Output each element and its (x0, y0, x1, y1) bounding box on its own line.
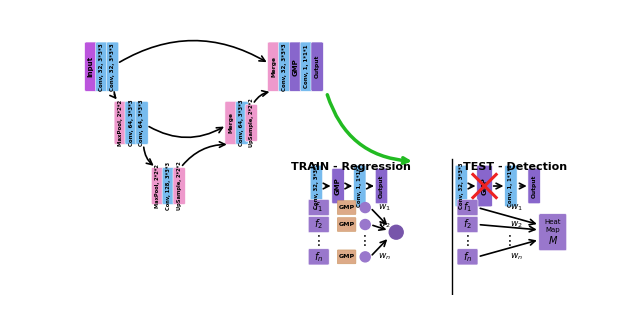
Circle shape (360, 203, 370, 213)
FancyBboxPatch shape (278, 42, 291, 91)
Circle shape (389, 225, 403, 239)
FancyBboxPatch shape (162, 167, 175, 205)
Text: Conv, 32, 3*3*3: Conv, 32, 3*3*3 (282, 43, 287, 91)
Text: TRAIN - Regression: TRAIN - Regression (291, 162, 411, 172)
FancyBboxPatch shape (151, 167, 164, 205)
FancyBboxPatch shape (337, 250, 356, 264)
FancyBboxPatch shape (528, 168, 540, 204)
Text: Conv, 1, 1*1*1: Conv, 1, 1*1*1 (508, 165, 513, 208)
Text: Input: Input (88, 56, 94, 77)
Text: TEST - Detection: TEST - Detection (463, 162, 568, 172)
Text: $M$: $M$ (548, 234, 558, 246)
FancyBboxPatch shape (332, 168, 344, 204)
Text: Conv, 64, 3*3*3: Conv, 64, 3*3*3 (239, 100, 244, 146)
Text: Conv, 128, 3*3*3: Conv, 128, 3*3*3 (166, 162, 171, 210)
Text: GMP: GMP (335, 177, 341, 195)
Text: GMP: GMP (339, 254, 355, 260)
FancyBboxPatch shape (353, 165, 366, 207)
FancyBboxPatch shape (311, 42, 323, 91)
FancyBboxPatch shape (114, 101, 127, 144)
Circle shape (360, 252, 370, 262)
Text: UpSample, 2*2*2: UpSample, 2*2*2 (177, 162, 182, 211)
Text: ⋮: ⋮ (358, 234, 372, 248)
FancyBboxPatch shape (505, 165, 517, 207)
FancyBboxPatch shape (337, 201, 356, 214)
Text: GMP: GMP (292, 58, 298, 75)
Text: MaxPool, 2*2*2: MaxPool, 2*2*2 (155, 164, 160, 208)
FancyBboxPatch shape (308, 200, 329, 216)
Text: $f_2$: $f_2$ (314, 217, 323, 231)
Text: $f_n$: $f_n$ (463, 250, 472, 264)
Text: Merge: Merge (271, 56, 276, 77)
FancyBboxPatch shape (300, 42, 312, 91)
FancyBboxPatch shape (125, 101, 138, 144)
Text: Conv, 1, 1*1*1: Conv, 1, 1*1*1 (357, 165, 362, 208)
Text: $f_n$: $f_n$ (314, 250, 323, 264)
Text: Output: Output (379, 174, 384, 198)
FancyBboxPatch shape (95, 42, 108, 91)
FancyBboxPatch shape (289, 42, 301, 91)
Text: $f_2$: $f_2$ (463, 217, 472, 231)
Text: GMP: GMP (481, 177, 488, 195)
Text: $w_2$: $w_2$ (378, 219, 390, 230)
Text: $w_2$: $w_2$ (510, 219, 523, 230)
FancyBboxPatch shape (136, 101, 148, 144)
Text: Conv, 32, 3*3*3: Conv, 32, 3*3*3 (99, 43, 104, 91)
FancyBboxPatch shape (173, 167, 186, 205)
Text: $w_n$: $w_n$ (378, 252, 390, 262)
Text: ⋮: ⋮ (312, 234, 326, 248)
FancyBboxPatch shape (310, 165, 323, 207)
FancyBboxPatch shape (225, 101, 237, 144)
Text: Conv, 32, 3*3*3: Conv, 32, 3*3*3 (110, 43, 115, 91)
Text: $w_1$: $w_1$ (510, 202, 523, 213)
FancyBboxPatch shape (268, 42, 280, 91)
Text: GMP: GMP (339, 222, 355, 227)
FancyBboxPatch shape (106, 42, 119, 91)
Text: Conv, 64, 3*3*3: Conv, 64, 3*3*3 (129, 100, 134, 146)
FancyBboxPatch shape (236, 101, 248, 144)
FancyBboxPatch shape (539, 214, 566, 251)
Text: MaxPool, 2*2*2: MaxPool, 2*2*2 (118, 100, 123, 146)
Text: UpSample, 2*2*2: UpSample, 2*2*2 (249, 99, 254, 147)
Text: Output: Output (532, 174, 537, 198)
FancyBboxPatch shape (457, 249, 478, 265)
Circle shape (360, 219, 370, 229)
Text: Conv, 1, 1*1*1: Conv, 1, 1*1*1 (304, 45, 309, 88)
FancyBboxPatch shape (477, 165, 492, 207)
Text: $w_n$: $w_n$ (510, 252, 523, 262)
Text: ⋮: ⋮ (461, 234, 474, 248)
FancyBboxPatch shape (84, 42, 97, 91)
Text: Heat
Map: Heat Map (545, 219, 561, 233)
FancyBboxPatch shape (375, 168, 388, 204)
Text: $w_1$: $w_1$ (378, 202, 390, 213)
Text: $f_1$: $f_1$ (463, 201, 472, 214)
FancyBboxPatch shape (245, 104, 257, 141)
Text: Merge: Merge (228, 113, 234, 133)
FancyBboxPatch shape (337, 217, 356, 231)
Text: Conv, 32, 3*3*3: Conv, 32, 3*3*3 (314, 163, 319, 209)
Text: Output: Output (315, 55, 319, 78)
Text: GMP: GMP (339, 205, 355, 210)
Text: $f_1$: $f_1$ (314, 201, 323, 214)
Text: Conv, 64, 3*3*3: Conv, 64, 3*3*3 (140, 100, 145, 146)
Text: ⋮: ⋮ (503, 234, 517, 248)
FancyBboxPatch shape (308, 216, 329, 233)
FancyBboxPatch shape (455, 165, 467, 207)
Text: Conv, 32, 3*3*3: Conv, 32, 3*3*3 (459, 163, 464, 209)
FancyBboxPatch shape (457, 200, 478, 216)
FancyBboxPatch shape (457, 216, 478, 233)
FancyBboxPatch shape (308, 249, 329, 265)
